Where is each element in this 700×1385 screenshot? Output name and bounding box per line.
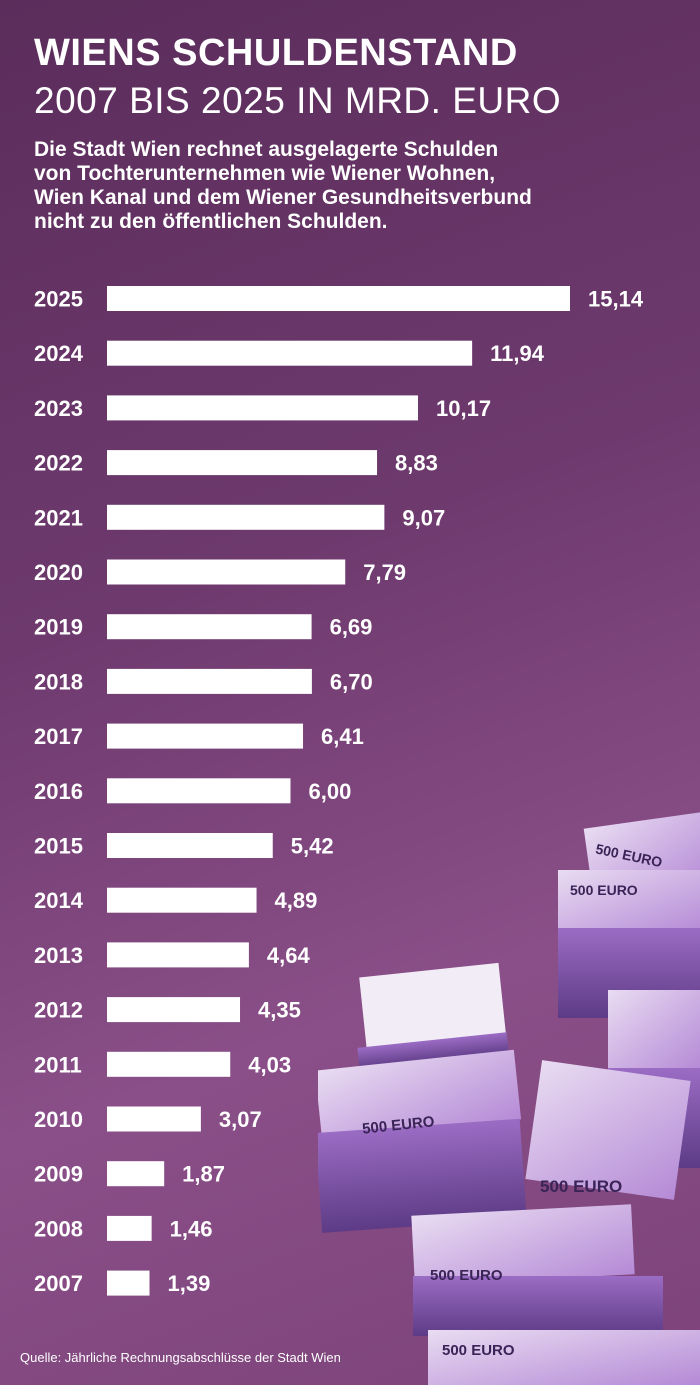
bar-2023 <box>107 395 419 421</box>
value-label: 7,79 <box>363 560 406 585</box>
year-label: 2016 <box>34 779 83 804</box>
bar-2011 <box>107 1051 231 1077</box>
value-label: 4,03 <box>248 1052 291 1077</box>
bar-2009 <box>107 1161 165 1187</box>
year-label: 2013 <box>34 943 83 968</box>
bar-2019 <box>107 614 312 640</box>
bar-2013 <box>107 942 249 968</box>
bar-2016 <box>107 778 291 804</box>
bar-2024 <box>107 340 473 366</box>
year-label: 2018 <box>34 669 83 694</box>
banknote-label: 500 EURO <box>442 1342 515 1359</box>
year-label: 2012 <box>34 998 83 1023</box>
year-label: 2014 <box>34 888 84 913</box>
banknote-label: 500 EURO <box>540 1177 622 1196</box>
year-label: 2025 <box>34 287 83 312</box>
year-label: 2024 <box>34 341 84 366</box>
bar-chart: 2025 15,14 2024 11,94 2023 10,17 2022 8,83 2021 9… <box>34 286 644 1296</box>
bar-2021 <box>107 504 385 530</box>
bundle: 500 EURO <box>525 1060 691 1200</box>
value-label: 1,46 <box>170 1216 213 1241</box>
chart-title-line2: 2007 BIS 2025 IN MRD. EURO <box>34 80 562 121</box>
value-label: 10,17 <box>436 396 491 421</box>
bundle: 500 EURO <box>318 1049 527 1233</box>
year-label: 2010 <box>34 1107 83 1132</box>
value-label: 1,39 <box>168 1271 211 1296</box>
year-label: 2022 <box>34 451 83 476</box>
value-label: 9,07 <box>402 505 445 530</box>
year-label: 2021 <box>34 505 83 530</box>
source-note: Quelle: Jährliche Rechnungsabschlüsse de… <box>20 1350 341 1365</box>
value-label: 3,07 <box>219 1107 262 1132</box>
bar-2007 <box>107 1270 150 1296</box>
bar-2025 <box>107 286 570 311</box>
year-label: 2017 <box>34 724 83 749</box>
bar-2018 <box>107 668 312 694</box>
value-label: 1,87 <box>182 1162 225 1187</box>
year-label: 2009 <box>34 1162 83 1187</box>
bar-2008 <box>107 1215 152 1241</box>
value-label: 11,94 <box>490 341 545 366</box>
value-label: 4,35 <box>258 998 301 1023</box>
subtitle-line: von Tochterunternehmen wie Wiener Wohnen… <box>34 162 496 185</box>
year-label: 2020 <box>34 560 83 585</box>
chart-title-line1: WIENS SCHULDENSTAND <box>34 32 518 74</box>
value-label: 15,14 <box>588 287 644 312</box>
subtitle-line: nicht zu den öffentlichen Schulden. <box>34 210 388 233</box>
year-label: 2019 <box>34 615 83 640</box>
year-label: 2011 <box>34 1052 82 1077</box>
banknote-stack-illustration: 500 EURO 500 EURO 500 EURO 500 EURO 500 … <box>318 811 700 1385</box>
value-label: 5,42 <box>291 834 334 859</box>
value-label: 6,41 <box>321 724 364 749</box>
bundle: 500 EURO <box>428 1330 700 1385</box>
bar-2014 <box>107 887 257 913</box>
banknote-label: 500 EURO <box>570 882 638 898</box>
bar-2017 <box>107 723 304 749</box>
value-label: 4,89 <box>275 888 318 913</box>
value-label: 6,70 <box>330 669 373 694</box>
bar-2010 <box>107 1106 201 1132</box>
year-label: 2008 <box>34 1216 83 1241</box>
value-label: 6,00 <box>308 779 351 804</box>
bundle <box>357 962 509 1070</box>
value-label: 8,83 <box>395 451 438 476</box>
bundle: 500 EURO <box>411 1204 663 1336</box>
value-label: 6,69 <box>330 615 373 640</box>
bar-2015 <box>107 833 273 858</box>
bar-2022 <box>107 450 378 476</box>
banknote-label: 500 EURO <box>430 1267 503 1284</box>
year-label: 2015 <box>34 834 83 859</box>
subtitle-line: Die Stadt Wien rechnet ausgelagerte Schu… <box>34 138 499 161</box>
value-label: 4,64 <box>267 943 311 968</box>
bar-2012 <box>107 997 241 1023</box>
subtitle-line: Wien Kanal und dem Wiener Gesundheitsver… <box>34 186 532 209</box>
chart-subtitle: Die Stadt Wien rechnet ausgelagerte Schu… <box>34 138 654 234</box>
year-label: 2023 <box>34 396 83 421</box>
year-label: 2007 <box>34 1271 83 1296</box>
bar-2020 <box>107 559 346 585</box>
